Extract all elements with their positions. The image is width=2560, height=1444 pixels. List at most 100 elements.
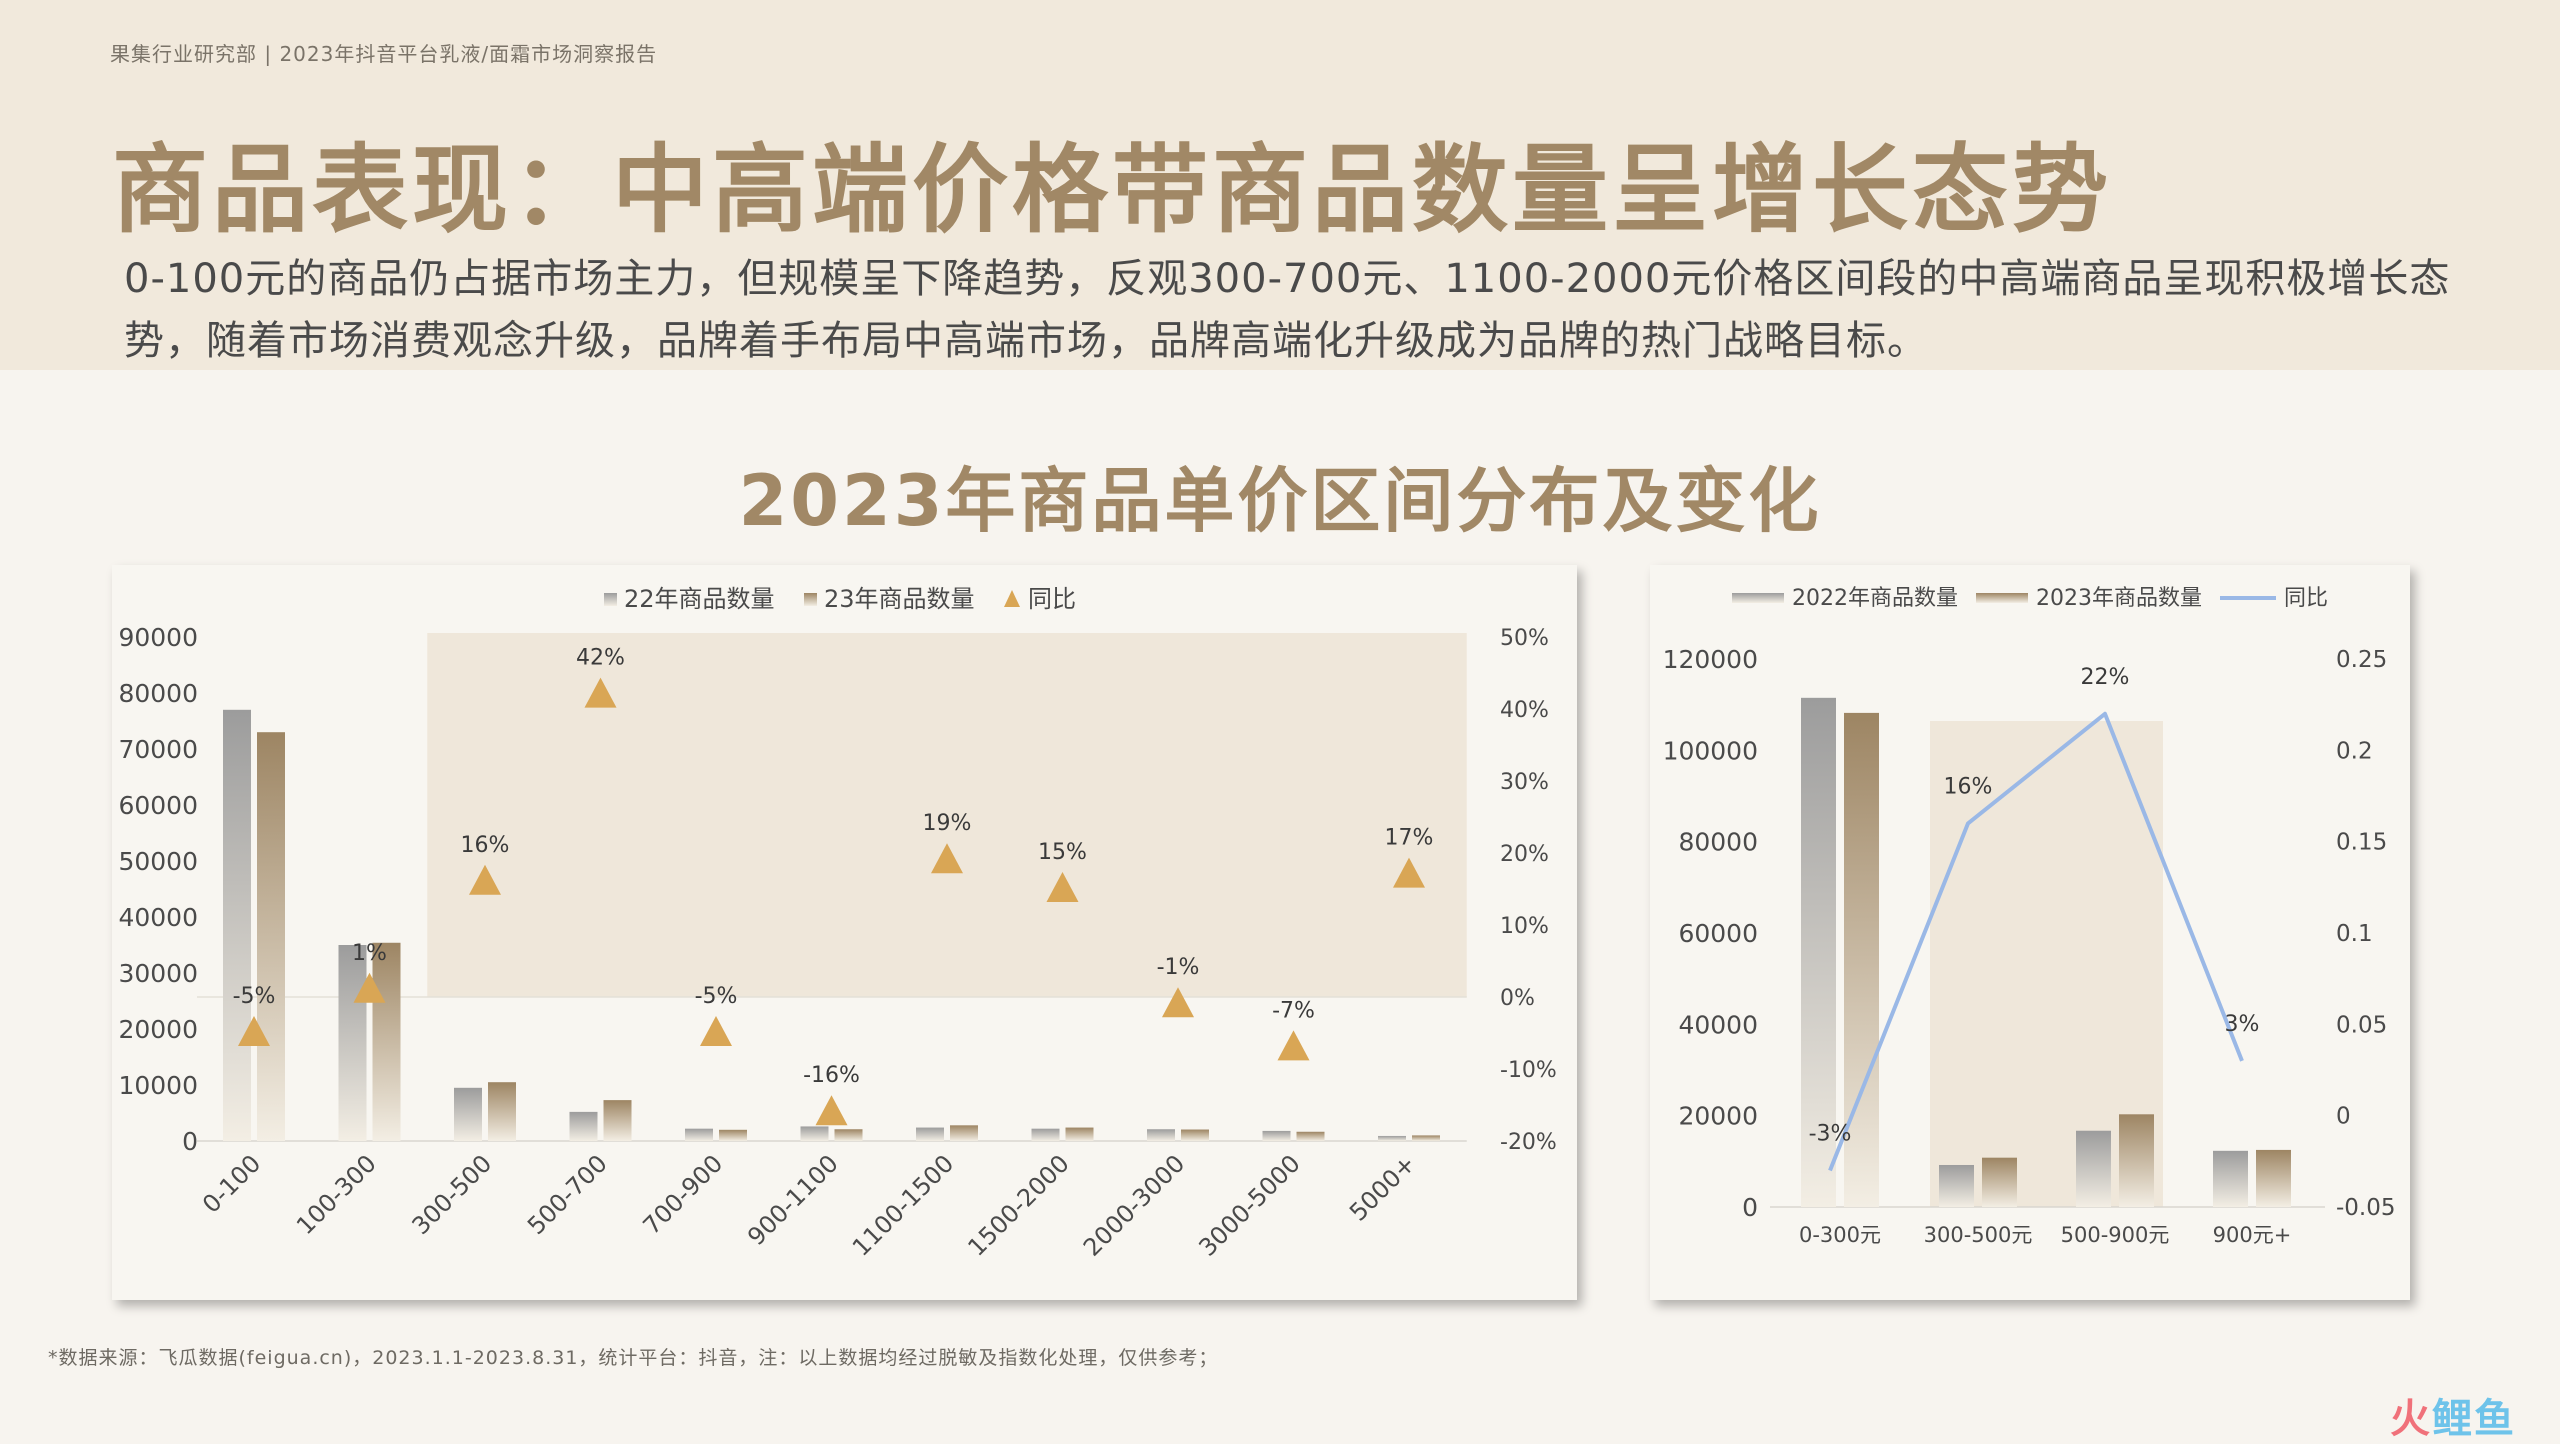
y-left-tick-label: 90000	[118, 623, 198, 652]
y-right-tick-label: 50%	[1500, 626, 1549, 651]
y-right-tick-label: 0.25	[2336, 647, 2387, 673]
bar-2023	[257, 732, 285, 1141]
y-right-tick-label: 0%	[1500, 986, 1535, 1011]
y-right-tick-label: 30%	[1500, 770, 1549, 795]
legend-swatch	[1732, 593, 1784, 603]
bar-2023	[1412, 1135, 1440, 1141]
bar-2023	[2119, 1114, 2154, 1207]
bar-2022	[1939, 1164, 1974, 1207]
yoy-marker	[1046, 872, 1079, 902]
y-right-tick-label: -20%	[1500, 1130, 1557, 1155]
legend-label: 2023年商品数量	[2036, 586, 2202, 611]
y-left-tick-label: 20000	[1678, 1102, 1758, 1131]
y-right-tick-label: 20%	[1500, 842, 1549, 867]
price-band-chart: 90000 80000 70000 60000 50000 40000 30000 20000…	[118, 585, 1557, 1262]
x-category-label: 500-700	[522, 1149, 613, 1240]
y-right-tick-label: 10%	[1500, 914, 1549, 939]
legend-label: 22年商品数量	[624, 585, 775, 613]
legend-label: 23年商品数量	[824, 585, 975, 613]
legend-swatch	[604, 593, 617, 606]
legend-swatch	[804, 593, 817, 606]
yoy-data-label: 22%	[2081, 665, 2130, 690]
y-right-tick-label: 0	[2336, 1104, 2351, 1130]
yoy-data-label: 19%	[923, 811, 972, 836]
y-left-tick-label: 40000	[118, 903, 198, 932]
yoy-data-label: -1%	[1157, 955, 1200, 980]
yoy-data-label: 15%	[1038, 840, 1087, 865]
bar-2022	[223, 709, 251, 1141]
bar-2022	[800, 1126, 829, 1141]
legend-label: 同比	[2284, 586, 2328, 611]
bar-2023	[719, 1129, 747, 1141]
y-left-tick-label: 70000	[118, 735, 198, 764]
y-left-tick-label: 50000	[118, 847, 198, 876]
x-category-label: 900-1100	[742, 1149, 844, 1251]
yoy-data-label: 3%	[2225, 1012, 2260, 1037]
y-left-tick-label: 20000	[118, 1015, 198, 1044]
x-category-label: 300-500	[407, 1149, 498, 1240]
watermark-part-1: 火	[2390, 1396, 2432, 1442]
bar-2023	[372, 942, 401, 1141]
yoy-line	[1828, 711, 2244, 1172]
y-right-tick-label: 0.1	[2336, 921, 2373, 947]
bar-2022	[2076, 1130, 2111, 1207]
bar-2023	[1181, 1129, 1209, 1141]
chart-legend: 22年商品数量 23年商品数量 同比	[604, 585, 1076, 613]
bar-2023	[1065, 1127, 1094, 1141]
chart-title: 2023年商品单价区间分布及变化	[738, 460, 1822, 542]
yoy-marker	[238, 1016, 270, 1046]
bar-2023	[603, 1100, 632, 1141]
yoy-marker	[700, 1016, 732, 1046]
bar-2022	[454, 1087, 482, 1141]
header-band	[0, 0, 2560, 370]
y-left-tick-label: 60000	[118, 791, 198, 820]
data-source-footnote: *数据来源：飞瓜数据(feigua.cn)，2023.1.1-2023.8.31…	[48, 1347, 1219, 1369]
chart-legend: 2022年商品数量 2023年商品数量 同比	[1732, 586, 2328, 611]
yoy-marker	[1277, 1030, 1310, 1061]
report-source-line: 果集行业研究部 | 2023年抖音平台乳液/面霜市场洞察报告	[110, 42, 658, 66]
y-left-tick-label: 0	[1742, 1193, 1758, 1222]
bar-2023	[834, 1129, 863, 1141]
legend-swatch	[1976, 593, 2028, 603]
legend-label: 2022年商品数量	[1792, 586, 1958, 611]
yoy-marker	[815, 1095, 848, 1126]
bar-2023	[950, 1125, 978, 1141]
y-left-tick-label: 80000	[1678, 828, 1758, 857]
bar-2023	[2256, 1149, 2291, 1207]
legend-label: 同比	[1028, 585, 1076, 613]
y-left-tick-label: 10000	[118, 1071, 198, 1100]
x-category-label: 0-100	[197, 1149, 266, 1218]
bar-2022	[1147, 1129, 1175, 1141]
y-right-tick-label: 0.15	[2336, 830, 2387, 856]
y-left-tick-label: 100000	[1663, 736, 1758, 765]
y-right-tick-label: 0.05	[2336, 1012, 2387, 1038]
x-category-label: 3000-5000	[1193, 1149, 1305, 1261]
price-tier-chart-panel: 120000 100000 80000 60000 40000 20000 0 0.25 0.2…	[1650, 565, 2410, 1300]
yoy-marker	[353, 972, 386, 1003]
bar-2022	[569, 1111, 598, 1141]
x-category-label: 5000+	[1344, 1149, 1421, 1226]
yoy-data-label: 17%	[1385, 826, 1434, 851]
x-category-label: 900元+	[2213, 1223, 2292, 1247]
summary-text: 0-100元的商品仍占据市场主力，但规模呈下降趋势，反观300-700元、110…	[124, 256, 2451, 364]
bar-2023	[488, 1082, 516, 1141]
yoy-data-label: -5%	[695, 984, 738, 1009]
x-category-label: 2000-3000	[1078, 1149, 1190, 1261]
price-tier-chart: 120000 100000 80000 60000 40000 20000 0 0.25 0.2…	[1663, 586, 2396, 1247]
x-category-label: 1100-1500	[847, 1149, 959, 1261]
price-band-chart-panel: 90000 80000 70000 60000 50000 40000 30000 20000…	[112, 565, 1577, 1300]
yoy-data-label: 42%	[576, 646, 625, 671]
y-left-tick-label: 120000	[1663, 645, 1758, 674]
x-category-label: 700-900	[638, 1149, 729, 1240]
watermark-logo: 火鲤鱼	[2390, 1386, 2516, 1444]
y-left-tick-label: 0	[182, 1127, 198, 1156]
bar-2022	[1262, 1130, 1291, 1141]
bar-2022	[1378, 1135, 1406, 1141]
y-right-tick-label: 40%	[1500, 698, 1549, 723]
yoy-marker	[1162, 987, 1194, 1018]
bar-2022	[685, 1128, 713, 1141]
yoy-data-label: -3%	[1809, 1121, 1852, 1146]
x-category-label: 100-300	[291, 1149, 382, 1240]
bar-2022	[916, 1127, 944, 1141]
y-right-tick-label: -0.05	[2336, 1195, 2396, 1221]
